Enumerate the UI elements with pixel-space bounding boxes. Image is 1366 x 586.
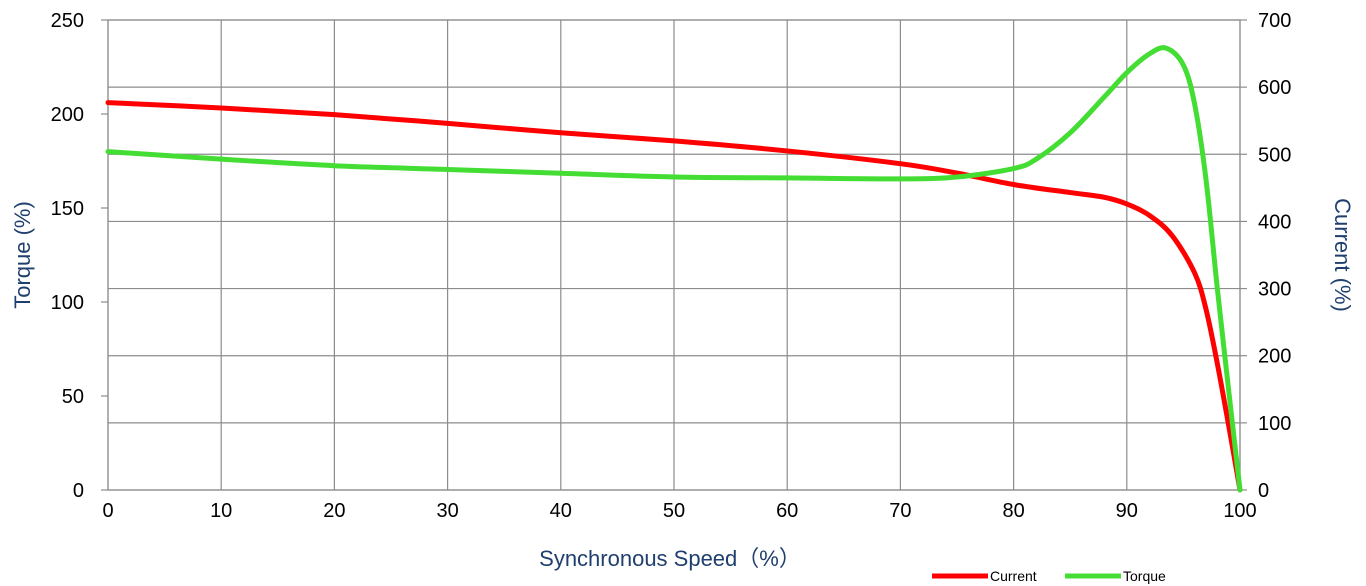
x-tick-label: 80 (1002, 500, 1024, 522)
y-left-tick-label: 200 (51, 104, 84, 126)
y-right-tick-label: 300 (1258, 279, 1291, 301)
x-tick-label: 100 (1223, 500, 1256, 522)
series-line-torque (105, 45, 1243, 493)
x-tick-label: 40 (550, 500, 572, 522)
y-right-axis-title: Current (%) (1330, 198, 1355, 312)
x-tick-label: 30 (436, 500, 458, 522)
x-tick-label: 60 (776, 500, 798, 522)
y-left-tick-label: 0 (73, 480, 84, 502)
series-line-current (105, 100, 1243, 493)
y-right-tick-label: 100 (1258, 413, 1291, 435)
series-lines (105, 45, 1243, 493)
tick-labels: 0 10 20 30 40 50 60 70 80 90 100010020030040050060… (51, 10, 1292, 522)
y-left-tick-label: 50 (62, 386, 84, 408)
y-left-tick-label: 250 (51, 10, 84, 32)
y-right-tick-label: 400 (1258, 211, 1291, 233)
legend: Current Torque (932, 568, 1166, 584)
legend-label-torque: Torque (1123, 568, 1166, 584)
legend-label-current: Current (990, 568, 1037, 584)
y-right-tick-label: 700 (1258, 10, 1291, 32)
plot-frame (107, 19, 1241, 491)
y-left-tick-label: 100 (51, 292, 84, 314)
x-tick-label: 20 (323, 500, 345, 522)
x-tick-label: 50 (663, 500, 685, 522)
y-right-tick-label: 600 (1258, 77, 1291, 99)
x-tick-label: 90 (1116, 500, 1138, 522)
y-left-axis-title: Torque (%) (10, 201, 35, 309)
x-tick-label: 10 (210, 500, 232, 522)
y-right-tick-label: 0 (1258, 480, 1269, 502)
gridlines (107, 19, 1241, 491)
axis-ticks (101, 19, 1247, 491)
x-tick-label: 70 (889, 500, 911, 522)
x-tick-label: 0 (102, 500, 113, 522)
y-left-tick-label: 150 (51, 198, 84, 220)
x-axis-title: Synchronous Speed（%） (539, 546, 801, 571)
y-right-tick-label: 200 (1258, 346, 1291, 368)
y-right-tick-label: 500 (1258, 144, 1291, 166)
